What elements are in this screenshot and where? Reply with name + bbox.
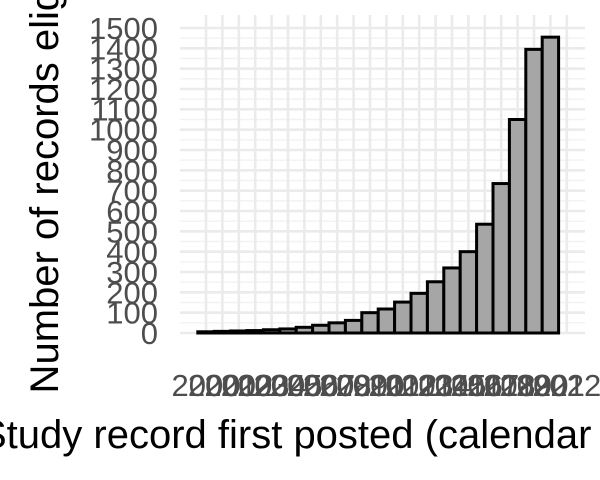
y-tick-label: 1200 (89, 72, 158, 107)
bar-2012 (393, 300, 413, 335)
bar-2015 (442, 266, 462, 335)
y-tick-labels: 0100200300400500600700800900100011001200… (89, 11, 158, 351)
bar-2007 (311, 323, 331, 335)
x-tick-label: 2001 (188, 368, 257, 403)
x-tick-label: 2009 (319, 368, 388, 403)
y-tick-label: 600 (106, 194, 158, 229)
bar-2008 (327, 321, 347, 335)
bar-2011 (376, 307, 397, 335)
x-tick-label: 2012 (368, 368, 437, 403)
x-tick-label: 2005 (254, 368, 323, 403)
x-tick-label: 2020 (500, 368, 569, 403)
bar-2018 (491, 182, 511, 335)
y-tick-label: 300 (106, 255, 158, 290)
y-tick-label: 0 (141, 316, 158, 351)
bar-2020 (524, 47, 544, 335)
y-tick-label: 200 (106, 275, 158, 310)
x-tick-label: 2007 (286, 368, 355, 403)
bar-2001 (212, 329, 233, 335)
y-tick-label: 1400 (89, 31, 158, 66)
bar-2000 (196, 330, 216, 335)
bar-2010 (360, 311, 380, 335)
x-tick-label: 2013 (385, 368, 454, 403)
x-tick-label: 2014 (401, 368, 470, 403)
x-axis-title: Study record first posted (calendar year… (0, 413, 600, 457)
x-tick-label: 2018 (467, 368, 536, 403)
y-tick-label: 800 (106, 153, 158, 188)
bar-2004 (261, 328, 282, 335)
y-tick-label: 1100 (91, 92, 158, 127)
bar-2003 (245, 329, 265, 335)
x-tick-label: 2003 (221, 368, 290, 403)
bar-2014 (425, 280, 446, 335)
x-tick-label: 2017 (450, 368, 519, 403)
x-tick-label: 2004 (237, 368, 306, 403)
bar-2016 (458, 250, 479, 335)
x-tick-label: 2000 (172, 368, 241, 403)
x-tick-label: 2002 (204, 368, 273, 403)
bars (196, 35, 561, 335)
y-tick-label: 1500 (89, 11, 158, 46)
x-tick-label: 2016 (434, 368, 503, 403)
bar-2019 (507, 118, 528, 335)
bar-2005 (278, 327, 298, 335)
bar-2006 (294, 325, 315, 335)
x-tick-label: 2021 (516, 368, 585, 403)
bar-2013 (409, 291, 429, 335)
bar-2009 (343, 318, 364, 335)
x-tick-label: 2022 (532, 368, 600, 403)
x-tick-label: 2015 (418, 368, 487, 403)
y-axis-title: Number of records eligible (23, 0, 67, 393)
y-tick-label: 100 (106, 296, 158, 331)
y-tick-label: 900 (106, 133, 158, 168)
x-tick-label: 2010 (336, 368, 405, 403)
x-tick-label: 2008 (303, 368, 372, 403)
x-tick-label: 2019 (483, 368, 552, 403)
x-tick-label: 2011 (353, 368, 420, 403)
bar-2002 (229, 329, 249, 335)
y-tick-label: 700 (106, 174, 158, 209)
bar-2017 (475, 222, 495, 335)
bar-2021 (540, 35, 561, 335)
y-tick-label: 1000 (89, 113, 158, 148)
y-tick-label: 1300 (89, 52, 158, 87)
x-tick-label: 2006 (270, 368, 339, 403)
y-tick-label: 400 (106, 235, 158, 270)
x-tick-labels: 2000200120022003200420052006200720082009… (172, 368, 600, 403)
y-tick-label: 500 (106, 214, 158, 249)
